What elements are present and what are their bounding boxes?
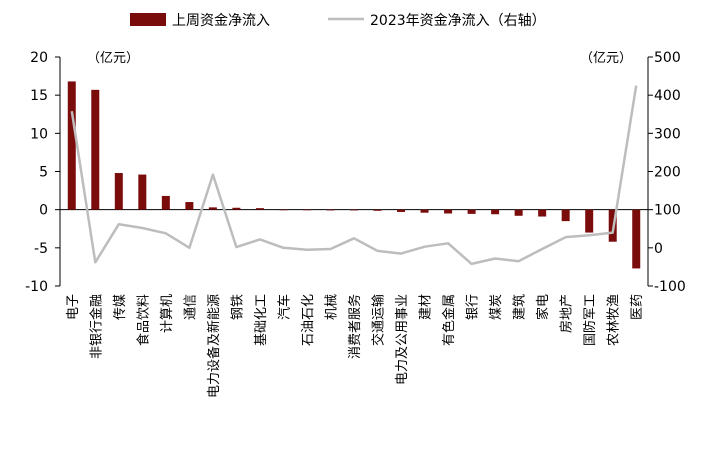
- category-label-食品饮料: 食品饮料: [135, 294, 151, 346]
- category-label-钢铁: 钢铁: [230, 294, 245, 320]
- bar-房地产: [561, 209, 570, 222]
- left-tick-label: -5: [34, 241, 48, 257]
- category-label-消费者服务: 消费者服务: [347, 294, 363, 359]
- bar-石油石化: [302, 209, 311, 211]
- category-label-电子: 电子: [66, 294, 81, 320]
- right-tick-label: 300: [654, 126, 681, 142]
- left-tick-label: 10: [30, 126, 48, 142]
- category-label-通信: 通信: [183, 294, 198, 320]
- category-label-计算机: 计算机: [160, 294, 175, 333]
- left-tick-label: 0: [39, 203, 48, 219]
- category-label-医药: 医药: [630, 294, 645, 320]
- bar-电力设备及新能源: [208, 207, 217, 210]
- left-tick-label: -10: [25, 279, 48, 295]
- legend: 上周资金净流入 2023年资金净流入（右轴）: [130, 13, 546, 29]
- category-label-有色金属: 有色金属: [441, 294, 457, 346]
- category-label-建材: 建材: [419, 294, 434, 320]
- left-tick-label: 20: [30, 50, 48, 66]
- bar-消费者服务: [350, 209, 358, 211]
- category-label-农林牧渔: 农林牧渔: [607, 294, 622, 346]
- category-label-传媒: 传媒: [113, 294, 128, 320]
- bar-建材: [420, 209, 429, 213]
- legend-label-bar: 上周资金净流入: [172, 13, 270, 29]
- line-2023-inflow: [70, 85, 638, 266]
- left-axis-unit: （亿元）: [87, 51, 139, 66]
- category-label-非银行金融: 非银行金融: [88, 294, 104, 359]
- bar-基础化工: [255, 208, 264, 210]
- category-label-房地产: 房地产: [559, 294, 575, 333]
- category-label-交通运输: 交通运输: [371, 294, 387, 346]
- category-label-机械: 机械: [324, 294, 339, 320]
- right-tick-label: 100: [654, 203, 681, 219]
- legend-swatch-bar: [130, 13, 166, 26]
- category-label-汽车: 汽车: [276, 294, 292, 320]
- category-label-国防军工: 国防军工: [582, 294, 598, 346]
- bar-电力及公用事业: [397, 209, 406, 212]
- bar-机械: [326, 209, 335, 211]
- right-tick-label: 200: [654, 165, 681, 181]
- bar-交通运输: [373, 209, 382, 211]
- category-label-石油石化: 石油石化: [301, 294, 316, 346]
- bar-通信: [185, 202, 194, 210]
- bar-电子: [67, 81, 76, 210]
- bar-银行: [467, 209, 476, 214]
- right-axis-unit: （亿元）: [580, 51, 632, 66]
- left-tick-label: 15: [30, 88, 48, 104]
- bar-计算机: [161, 195, 170, 210]
- bar-非银行金融: [91, 89, 100, 210]
- right-tick-label: 500: [654, 50, 681, 66]
- category-label-建筑: 建筑: [512, 294, 528, 320]
- left-tick-label: 5: [39, 165, 48, 181]
- bar-汽车: [279, 209, 288, 211]
- category-label-家电: 家电: [535, 294, 551, 320]
- bar-建筑: [514, 209, 523, 216]
- bar-传媒: [114, 173, 123, 210]
- bar-食品饮料: [138, 174, 147, 210]
- legend-label-line: 2023年资金净流入（右轴）: [370, 13, 546, 29]
- bar-家电: [538, 209, 547, 217]
- category-label-煤炭: 煤炭: [489, 294, 504, 320]
- bar-钢铁: [232, 207, 241, 210]
- bar-医药: [632, 209, 641, 269]
- category-label-电力设备及新能源: 电力设备及新能源: [206, 294, 222, 398]
- bar-有色金属: [444, 209, 453, 214]
- right-tick-label: -100: [654, 279, 686, 295]
- bar-煤炭: [491, 209, 500, 215]
- category-label-银行: 银行: [466, 294, 481, 320]
- category-label-电力及公用事业: 电力及公用事业: [395, 294, 410, 385]
- bar-国防军工: [585, 209, 594, 233]
- right-tick-label: 0: [654, 241, 663, 257]
- right-tick-label: 400: [654, 88, 681, 104]
- category-label-基础化工: 基础化工: [254, 294, 269, 346]
